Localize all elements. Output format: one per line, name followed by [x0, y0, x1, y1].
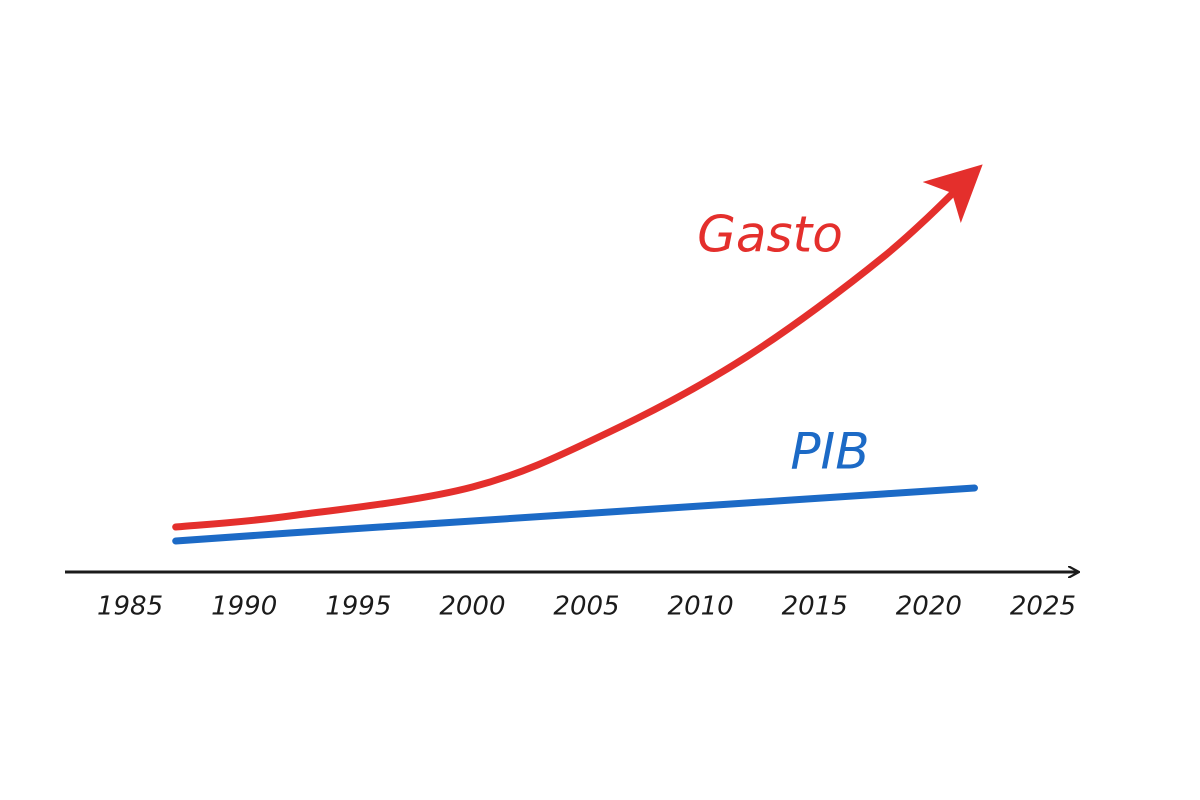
series-label: Gasto	[697, 206, 843, 264]
x-tick-label: 1995	[325, 592, 391, 622]
x-tick-label: 1990	[211, 592, 277, 622]
x-tick-label: 1985	[97, 592, 163, 622]
x-tick-label: 2020	[896, 592, 962, 622]
series-label: PIB	[790, 423, 869, 481]
x-tick-label: 2010	[668, 592, 734, 622]
x-tick-label: 2005	[553, 592, 619, 622]
x-tick-label: 2000	[439, 592, 505, 622]
series-line	[172, 484, 978, 545]
x-tick-label: 2015	[782, 592, 848, 622]
series-line	[172, 164, 983, 531]
x-tick-label: 2025	[1010, 592, 1076, 622]
